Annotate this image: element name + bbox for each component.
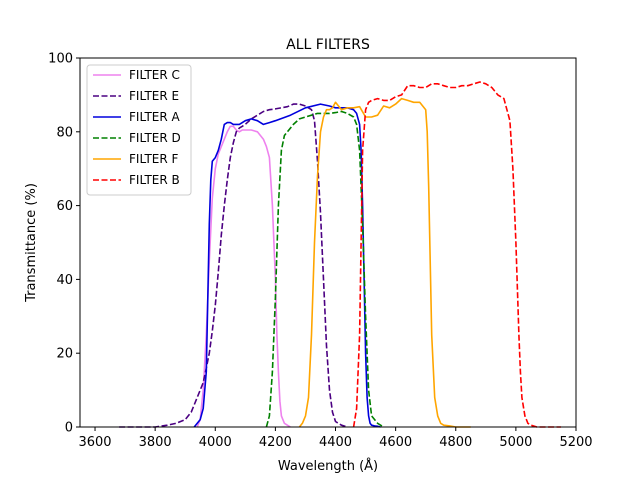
series-line-filter-d <box>265 110 385 428</box>
y-axis-ticks: 0 20 40 60 80 100 <box>48 52 80 436</box>
x-tick-label: 4600 <box>379 435 412 450</box>
legend-label: FILTER E <box>129 89 179 103</box>
x-tick-label: 4400 <box>319 435 352 450</box>
series-line-filter-f <box>298 97 471 428</box>
chart-title: ALL FILTERS <box>286 37 370 53</box>
y-tick-label: 100 <box>48 52 73 67</box>
legend-frame <box>86 64 192 196</box>
legend-label: FILTER A <box>129 110 181 124</box>
y-tick-label: 40 <box>56 273 73 288</box>
series-line-filter-b <box>352 81 561 428</box>
x-axis-label: Wavelength (Å) <box>278 458 378 474</box>
x-tick-label: 4000 <box>199 435 232 450</box>
legend-label: FILTER D <box>129 131 181 145</box>
y-axis-label: Transmittance (%) <box>24 183 39 303</box>
plot-area-frame <box>79 57 577 428</box>
legend-label: FILTER C <box>129 68 180 82</box>
series-line-filter-c <box>196 125 291 428</box>
legend-label: FILTER B <box>129 173 180 187</box>
x-tick-label: 4200 <box>259 435 292 450</box>
y-tick-label: 60 <box>56 199 73 214</box>
y-tick-label: 20 <box>56 347 73 362</box>
x-tick-label: 3800 <box>139 435 172 450</box>
y-tick-label: 80 <box>56 125 73 140</box>
x-axis-ticks: 3600 3800 4000 4200 4400 4600 4800 5000 5200 <box>78 427 593 450</box>
legend-label: FILTER F <box>129 152 179 166</box>
y-tick-label: 0 <box>65 421 73 436</box>
x-tick-label: 4800 <box>439 435 472 450</box>
series-layer <box>119 81 561 428</box>
legend: FILTER C FILTER E FILTER A FILTER D FILTER F… <box>86 64 192 196</box>
x-tick-label: 3600 <box>78 435 111 450</box>
series-line-filter-a <box>193 103 381 428</box>
x-tick-label: 5000 <box>499 435 532 450</box>
series-line-filter-e <box>119 103 348 428</box>
x-tick-label: 5200 <box>559 435 592 450</box>
